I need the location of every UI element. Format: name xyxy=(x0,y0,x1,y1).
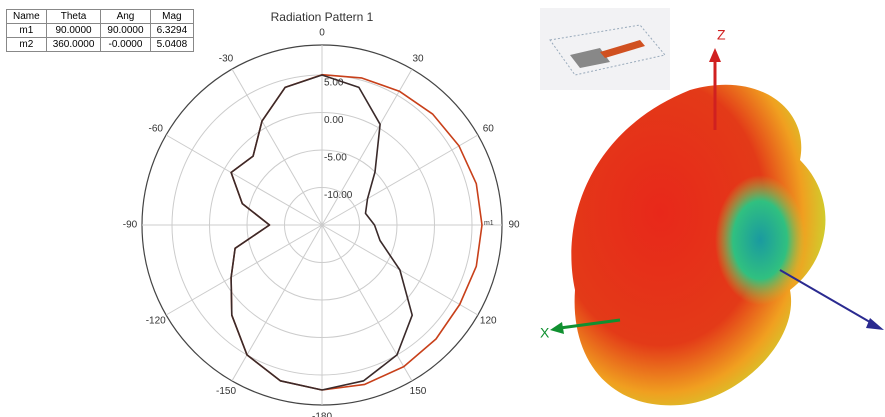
inset-model xyxy=(540,8,670,90)
angle-tick-label: -180 xyxy=(312,412,332,417)
angle-tick-label: 60 xyxy=(483,124,495,135)
cell: 360.0000 xyxy=(46,38,101,52)
chart: Radiation Pattern 1 Z X 0 30 60 90 120 150 -18… xyxy=(0,0,885,417)
grid-spoke xyxy=(322,135,478,225)
cell: m1 xyxy=(7,24,47,38)
angle-tick-label: 30 xyxy=(412,53,424,64)
y-axis xyxy=(780,270,875,325)
grid-spoke xyxy=(166,225,322,315)
grid-spoke xyxy=(166,135,322,225)
screen: Radiation Pattern 1 Z X 0 30 60 90 120 150 -18… xyxy=(0,0,885,417)
header-cell: Ang xyxy=(101,10,150,24)
cell: 90.0000 xyxy=(46,24,101,38)
angle-tick-label: 90 xyxy=(508,220,520,231)
marker-label: m1 xyxy=(484,220,494,227)
angle-tick-label: -30 xyxy=(219,53,234,64)
radial-tick-label: -5.00 xyxy=(324,153,347,164)
angle-tick-label: -60 xyxy=(148,124,163,135)
cell: -0.0000 xyxy=(101,38,150,52)
cell: 6.3294 xyxy=(150,24,194,38)
grid-spoke xyxy=(232,69,322,225)
z-arrow xyxy=(709,48,721,62)
cell: m2 xyxy=(7,38,47,52)
radial-tick-label: 0.00 xyxy=(324,115,344,126)
grid-spoke xyxy=(232,225,322,381)
angle-tick-label: 150 xyxy=(410,386,427,397)
cell: 90.0000 xyxy=(101,24,150,38)
cell: 5.0408 xyxy=(150,38,194,52)
angle-tick-label: 0 xyxy=(319,28,325,39)
angle-tick-label: -150 xyxy=(216,386,236,397)
x-arrow xyxy=(550,322,564,334)
axis-label: Z xyxy=(717,27,726,43)
view-3d: Z X xyxy=(540,8,884,405)
header-cell: Mag xyxy=(150,10,194,24)
polar-plot: 0 30 60 90 120 150 -180 -150 -120 -90 -60 -30 -10.00… xyxy=(123,28,520,417)
chart-title: Radiation Pattern 1 xyxy=(271,10,374,24)
axis-label: X xyxy=(540,325,550,341)
page: Radiation Pattern 1 Z X 0 30 60 90 120 150 -18… xyxy=(0,0,885,417)
angle-tick-label: 120 xyxy=(480,316,497,327)
pattern-null xyxy=(715,175,805,305)
angle-tick-label: -90 xyxy=(123,220,138,231)
angle-tick-label: -120 xyxy=(146,316,166,327)
header-cell: Name xyxy=(7,10,47,24)
series-line xyxy=(231,75,482,390)
header-cell: Theta xyxy=(46,10,101,24)
grid-spoke xyxy=(322,225,412,381)
radial-tick-label: -10.00 xyxy=(324,190,353,201)
y-arrow xyxy=(866,318,884,330)
